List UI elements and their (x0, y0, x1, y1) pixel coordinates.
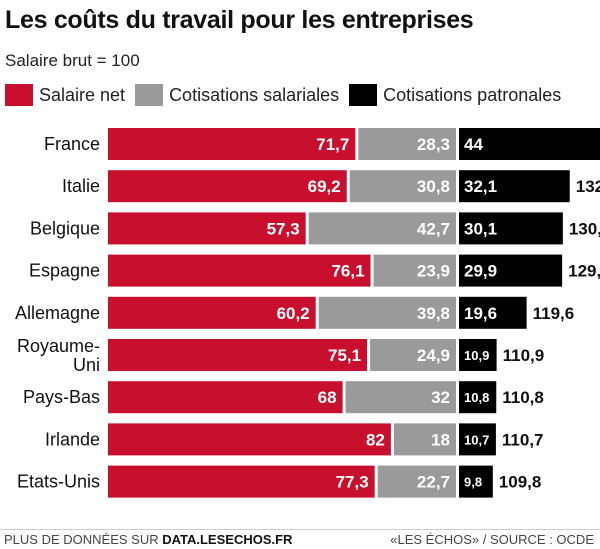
bar-cotisations-patronales-france (459, 128, 600, 160)
value-label-cotisations-salariales-royaume-uni: 24,9 (417, 346, 450, 365)
value-label-cotisations-salariales-irlande: 18 (431, 430, 450, 449)
value-label-salaire-net-irlande: 82 (366, 430, 385, 449)
value-label-cotisations-salariales-allemagne: 39,8 (417, 304, 450, 323)
category-label-royaume-uni: Royaume-Uni (17, 336, 100, 375)
category-label-france: France (44, 134, 100, 154)
value-label-cotisations-patronales-belgique: 30,1 (464, 219, 497, 238)
bar-salaire-net-etats-unis (108, 465, 375, 498)
bar-salaire-net-irlande (108, 423, 391, 456)
bar-cotisations-salariales-royaume-uni (370, 339, 456, 371)
value-label-cotisations-patronales-pays-bas: 10,8 (464, 390, 489, 405)
legend-swatch-cotisations-salariales (135, 84, 164, 106)
value-label-cotisations-salariales-france: 28,3 (417, 135, 450, 154)
chart-title: Les coûts du travail pour les entreprise… (5, 6, 474, 34)
bar-salaire-net-belgique (108, 212, 306, 245)
legend-swatch-salaire-net (5, 84, 33, 106)
footer-credit-prefix: PLUS DE DONNÉES SUR (4, 532, 163, 547)
bar-cotisations-patronales-italie (459, 170, 570, 203)
total-label-pays-bas: 110,8 (502, 388, 544, 407)
bar-salaire-net-royaume-uni (108, 339, 368, 371)
bar-salaire-net-italie (108, 170, 347, 203)
total-label-allemagne: 119,6 (533, 304, 575, 323)
value-label-salaire-net-espagne: 76,1 (331, 262, 364, 281)
bar-salaire-net-pays-bas (108, 381, 343, 414)
value-label-cotisations-patronales-france: 44 (464, 135, 483, 154)
bar-cotisations-patronales-allemagne (459, 296, 527, 329)
bar-cotisations-salariales-belgique (308, 212, 456, 245)
stacked-bar-chart: France71,728,344144Italie69,230,832,1132… (15, 128, 600, 498)
footer-divider (0, 529, 600, 530)
value-label-cotisations-patronales-etats-unis: 9,8 (464, 475, 482, 490)
value-label-salaire-net-belgique: 57,3 (267, 219, 300, 238)
total-label-espagne: 129,9 (568, 262, 600, 281)
total-label-irlande: 110,7 (502, 430, 544, 449)
legend-item-cotisations-salariales: Cotisations salariales (135, 84, 339, 106)
bar-cotisations-patronales-espagne (459, 254, 563, 287)
chart-subtitle: Salaire brut = 100 (5, 51, 140, 70)
legend-swatch-cotisations-patronales (349, 84, 378, 106)
value-label-cotisations-salariales-belgique: 42,7 (417, 219, 450, 238)
bar-cotisations-salariales-france (358, 128, 456, 160)
bar-cotisations-salariales-pays-bas (345, 381, 456, 414)
category-label-belgique: Belgique (30, 218, 100, 238)
value-label-cotisations-salariales-espagne: 23,9 (417, 262, 450, 281)
value-label-salaire-net-france: 71,7 (316, 135, 349, 154)
value-label-cotisations-patronales-irlande: 10,7 (464, 432, 489, 447)
footer-credit: PLUS DE DONNÉES SUR DATA.LESECHOS.FR (4, 532, 292, 547)
value-label-salaire-net-etats-unis: 77,3 (336, 473, 369, 492)
bar-cotisations-patronales-belgique (459, 212, 563, 245)
value-label-cotisations-salariales-etats-unis: 22,7 (417, 473, 450, 492)
legend-label-salaire-net: Salaire net (39, 84, 126, 105)
category-label-etats-unis: Etats-Unis (17, 472, 100, 492)
total-label-royaume-uni: 110,9 (503, 346, 545, 365)
total-label-etats-unis: 109,8 (499, 473, 542, 492)
value-label-salaire-net-italie: 69,2 (308, 177, 341, 196)
value-label-cotisations-patronales-italie: 32,1 (464, 177, 497, 196)
bar-cotisations-salariales-etats-unis (377, 465, 456, 498)
bar-cotisations-patronales-etats-unis (459, 465, 493, 498)
category-label-pays-bas: Pays-Bas (23, 387, 100, 407)
category-label-irlande: Irlande (45, 429, 100, 449)
legend-label-cotisations-salariales: Cotisations salariales (169, 84, 340, 105)
bar-cotisations-patronales-pays-bas (459, 381, 497, 414)
value-label-cotisations-salariales-italie: 30,8 (417, 177, 450, 196)
legend-item-salaire-net: Salaire net (5, 84, 125, 106)
bar-cotisations-patronales-royaume-uni (459, 339, 497, 371)
footer-site-link[interactable]: DATA.LESECHOS.FR (162, 532, 293, 547)
value-label-cotisations-patronales-allemagne: 19,6 (464, 304, 497, 323)
total-label-belgique: 130,1 (569, 219, 600, 238)
value-label-salaire-net-royaume-uni: 75,1 (328, 346, 361, 365)
bar-salaire-net-espagne (108, 254, 371, 287)
bar-cotisations-salariales-italie (349, 170, 456, 203)
value-label-cotisations-salariales-pays-bas: 32 (431, 388, 450, 407)
value-label-cotisations-patronales-espagne: 29,9 (464, 262, 497, 281)
category-label-espagne: Espagne (29, 261, 100, 281)
value-label-salaire-net-pays-bas: 68 (318, 388, 337, 407)
bar-salaire-net-allemagne (108, 296, 316, 329)
total-label-italie: 132,1 (576, 177, 600, 196)
legend-item-cotisations-patronales: Cotisations patronales (349, 84, 561, 106)
legend-label-cotisations-patronales: Cotisations patronales (383, 84, 562, 105)
bar-cotisations-salariales-espagne (373, 254, 456, 287)
bar-cotisations-patronales-irlande (459, 423, 496, 456)
value-label-salaire-net-allemagne: 60,2 (277, 304, 310, 323)
bar-cotisations-salariales-irlande (393, 423, 456, 456)
footer-source: «LES ÉCHOS» / SOURCE : OCDE (390, 532, 594, 547)
category-label-allemagne: Allemagne (15, 303, 100, 323)
bar-cotisations-salariales-allemagne (318, 296, 456, 329)
value-label-cotisations-patronales-royaume-uni: 10,9 (464, 348, 489, 363)
bar-salaire-net-france (108, 128, 356, 160)
category-label-italie: Italie (62, 176, 100, 196)
legend: Salaire net Cotisations salariales Cotis… (5, 82, 571, 108)
footer: PLUS DE DONNÉES SUR DATA.LESECHOS.FR «LE… (0, 529, 600, 549)
